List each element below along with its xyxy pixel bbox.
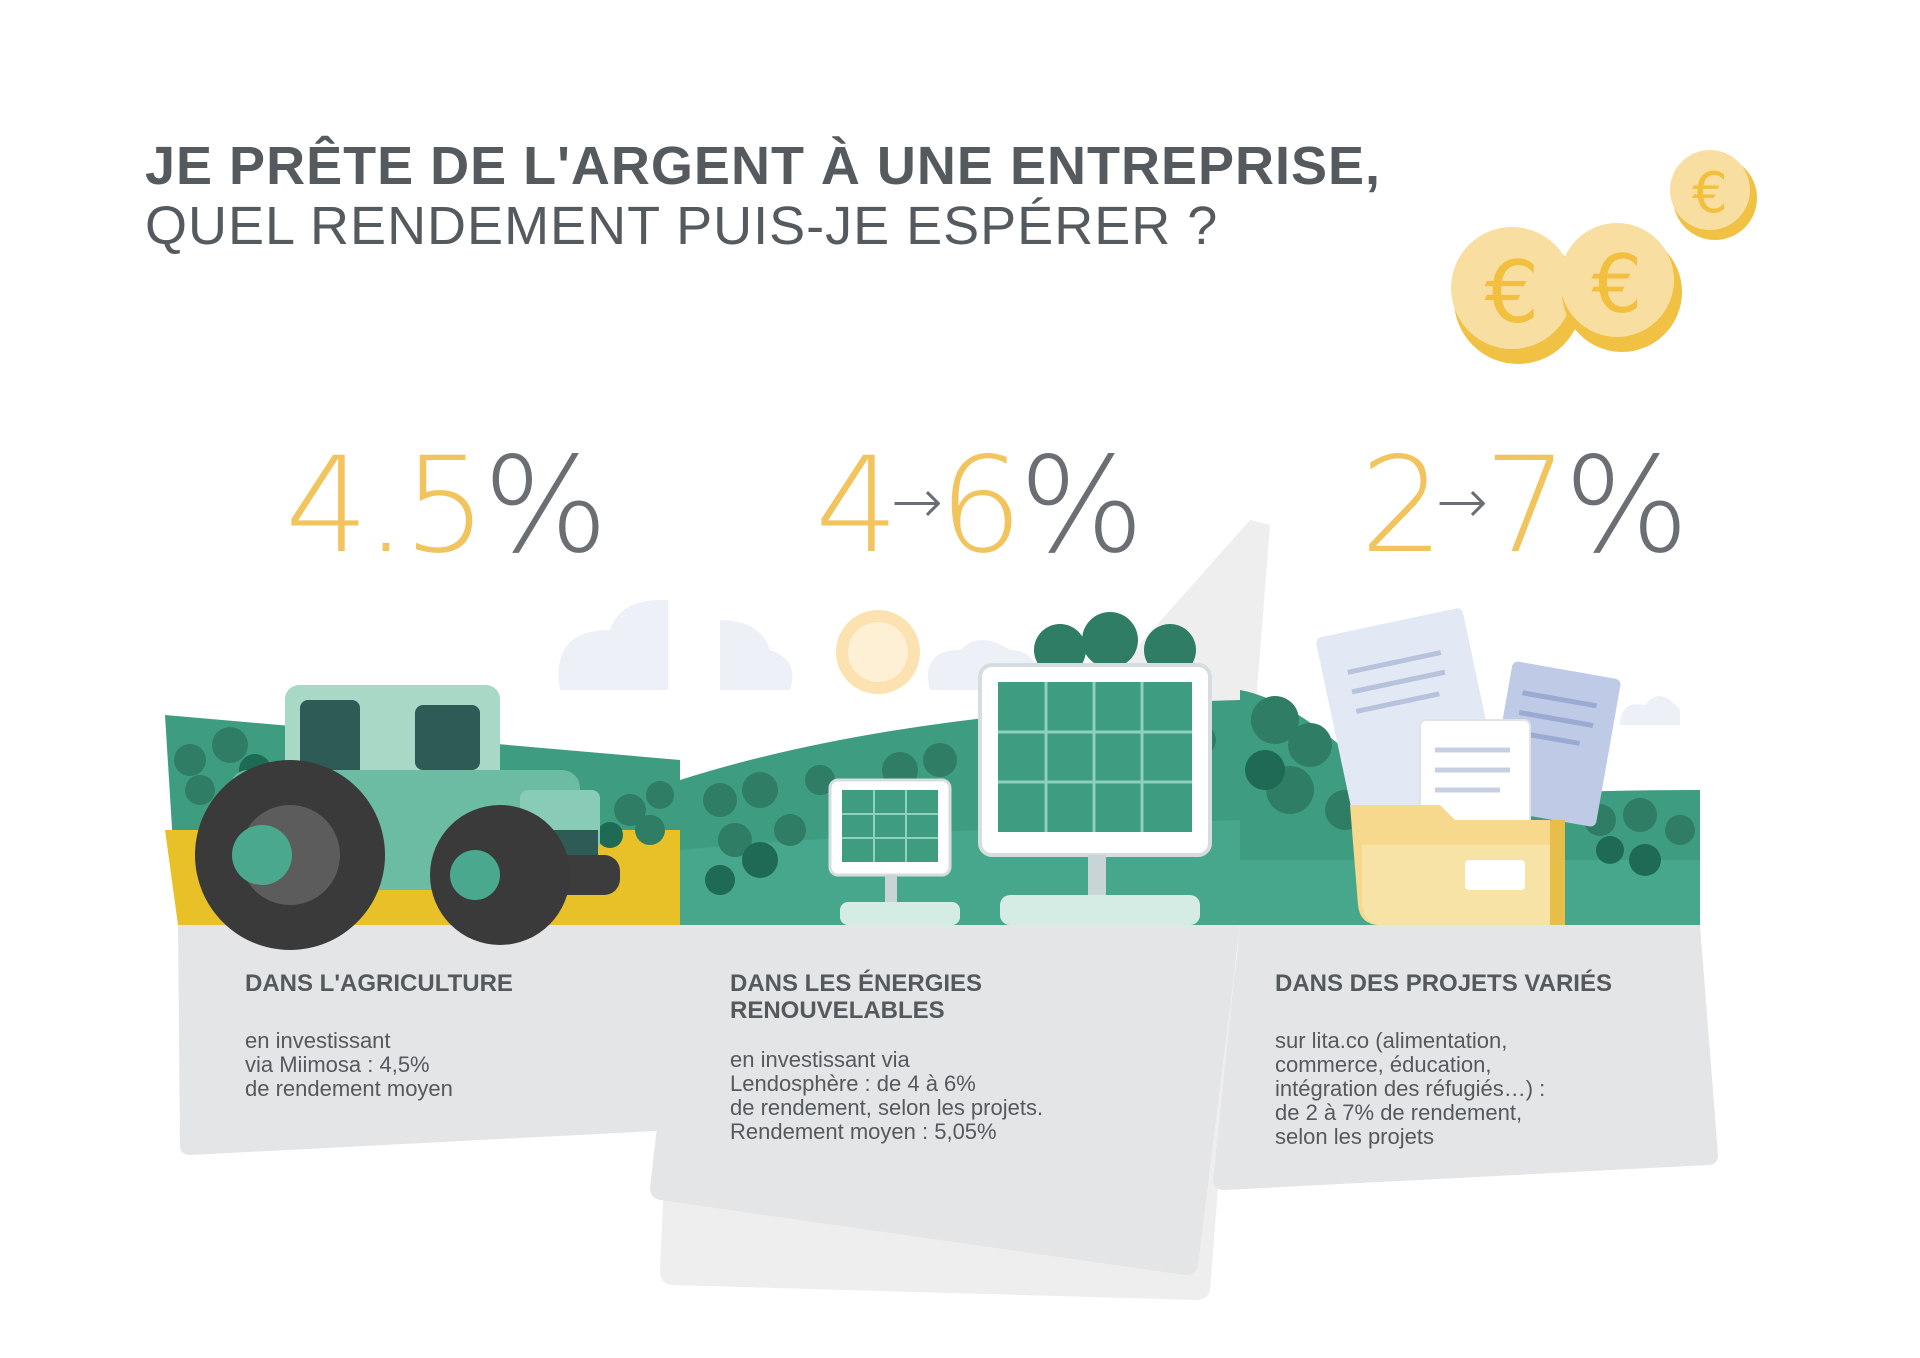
projets-scene — [1240, 608, 1700, 925]
rate-agriculture: 4.5% — [285, 440, 608, 572]
card-projets: DANS DES PROJETS VARIÉS sur lita.co (ali… — [1275, 970, 1695, 1149]
rate-percent: % — [482, 429, 608, 583]
arrow-right-icon: → — [890, 465, 943, 538]
page-subtitle: QUEL RENDEMENT PUIS-JE ESPÉRER ? — [145, 196, 1219, 256]
svg-text:€: € — [1485, 243, 1540, 343]
arrow-right-icon: → — [1435, 465, 1488, 538]
card-body: en investissant via Miimosa : 4,5% de re… — [245, 1028, 453, 1101]
card-projets-bg — [1213, 925, 1718, 1190]
card-title: DANS LES ÉNERGIES RENOUVELABLES — [730, 970, 983, 1024]
rate-energies: 4→6% — [815, 440, 1144, 572]
tractor-icon — [195, 685, 620, 950]
rate-percent: % — [1563, 429, 1689, 583]
card-energies-bg — [650, 925, 1240, 1275]
svg-text:€: € — [1692, 161, 1728, 226]
rate-from: 2 — [1360, 429, 1444, 583]
rate-to: 6 — [938, 429, 1023, 583]
solar-panel-icon — [978, 663, 1212, 925]
euro-coin-icon: € — [1451, 227, 1582, 364]
rate-to: 7 — [1483, 429, 1568, 583]
rate-projets: 2→7% — [1360, 440, 1689, 572]
card-agriculture: DANS L'AGRICULTURE en investissant via M… — [245, 970, 655, 1101]
card-title: DANS DES PROJETS VARIÉS — [1275, 970, 1612, 997]
card-title: DANS L'AGRICULTURE — [245, 970, 513, 997]
card-energies: DANS LES ÉNERGIES RENOUVELABLES en inves… — [730, 970, 1200, 1144]
rate-percent: % — [1018, 429, 1144, 583]
card-agriculture-bg — [178, 925, 680, 1155]
euro-coin-icon: € — [1670, 150, 1757, 240]
energies-scene — [680, 612, 1240, 925]
rate-value: 4.5 — [285, 429, 487, 583]
rate-from: 4 — [815, 429, 899, 583]
page-title: JE PRÊTE DE L'ARGENT À UNE ENTREPRISE, — [145, 136, 1382, 196]
folder-documents-icon — [1316, 608, 1621, 925]
euro-coin-icon: € — [1560, 223, 1682, 352]
card-body: sur lita.co (alimentation, commerce, édu… — [1275, 1028, 1546, 1149]
card-body: en investissant via Lendosphère : de 4 à… — [730, 1047, 1044, 1144]
solar-panel-icon — [828, 778, 960, 925]
svg-text:€: € — [1592, 238, 1643, 331]
